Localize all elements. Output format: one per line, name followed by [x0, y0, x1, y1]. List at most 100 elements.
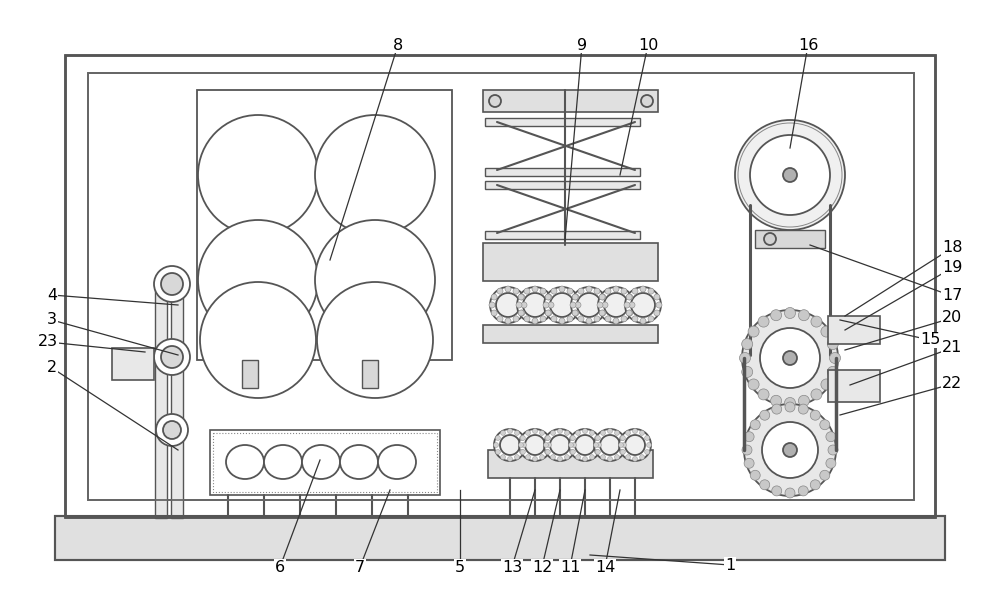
Text: 2: 2	[47, 361, 57, 375]
Circle shape	[798, 486, 808, 496]
Circle shape	[545, 310, 551, 316]
Circle shape	[750, 470, 760, 480]
Circle shape	[828, 445, 838, 455]
Circle shape	[640, 431, 644, 435]
Bar	[88, 73, 914, 500]
Circle shape	[826, 458, 836, 468]
Circle shape	[559, 286, 565, 292]
Circle shape	[620, 435, 625, 441]
Circle shape	[551, 316, 557, 322]
Text: 13: 13	[502, 560, 522, 575]
Circle shape	[624, 302, 630, 308]
Ellipse shape	[302, 445, 340, 479]
Circle shape	[200, 282, 316, 398]
Circle shape	[570, 302, 576, 308]
Circle shape	[513, 288, 519, 294]
Text: 22: 22	[942, 377, 962, 391]
Circle shape	[735, 120, 845, 230]
Circle shape	[810, 480, 820, 490]
Circle shape	[156, 414, 188, 446]
Circle shape	[590, 455, 594, 460]
Ellipse shape	[226, 445, 264, 479]
Text: 7: 7	[355, 560, 365, 575]
Circle shape	[784, 308, 796, 318]
Circle shape	[575, 435, 595, 455]
Circle shape	[625, 287, 661, 323]
Circle shape	[631, 293, 655, 317]
Circle shape	[748, 326, 759, 337]
Circle shape	[632, 288, 638, 294]
Circle shape	[594, 288, 600, 294]
Bar	[65, 55, 935, 517]
Circle shape	[641, 95, 653, 107]
Text: 3: 3	[47, 313, 57, 327]
Circle shape	[576, 431, 580, 435]
Bar	[88, 73, 914, 500]
Circle shape	[783, 443, 797, 457]
Circle shape	[614, 431, 620, 435]
Text: 12: 12	[532, 560, 552, 575]
Circle shape	[798, 404, 808, 414]
Circle shape	[785, 488, 795, 498]
Circle shape	[600, 455, 606, 460]
Circle shape	[559, 318, 565, 324]
Circle shape	[497, 288, 503, 294]
Circle shape	[784, 397, 796, 409]
Ellipse shape	[340, 445, 378, 479]
Circle shape	[544, 287, 580, 323]
Circle shape	[597, 302, 603, 308]
Circle shape	[595, 435, 600, 441]
Ellipse shape	[264, 445, 302, 479]
Circle shape	[742, 366, 753, 377]
Circle shape	[546, 294, 552, 300]
Circle shape	[489, 302, 495, 308]
Circle shape	[544, 442, 548, 448]
Circle shape	[646, 442, 652, 448]
Circle shape	[198, 220, 318, 340]
Circle shape	[520, 449, 525, 454]
Circle shape	[545, 449, 550, 454]
Circle shape	[633, 429, 638, 433]
Circle shape	[820, 420, 830, 430]
Text: 10: 10	[638, 37, 658, 53]
Circle shape	[564, 455, 570, 460]
Circle shape	[602, 302, 608, 308]
Circle shape	[578, 316, 584, 322]
Bar	[485, 231, 640, 239]
Circle shape	[744, 458, 754, 468]
Circle shape	[820, 470, 830, 480]
Text: 23: 23	[38, 334, 58, 349]
Circle shape	[811, 316, 822, 327]
Circle shape	[570, 435, 575, 441]
Circle shape	[645, 449, 650, 454]
Circle shape	[626, 310, 632, 316]
Circle shape	[569, 429, 601, 461]
Circle shape	[764, 233, 776, 245]
Circle shape	[783, 351, 797, 365]
Circle shape	[543, 302, 549, 308]
Circle shape	[629, 302, 635, 308]
Circle shape	[648, 288, 654, 294]
Text: 14: 14	[595, 560, 615, 575]
Circle shape	[599, 294, 605, 300]
Circle shape	[501, 455, 506, 460]
Circle shape	[514, 455, 520, 460]
Circle shape	[489, 95, 501, 107]
Circle shape	[598, 287, 634, 323]
Circle shape	[546, 442, 552, 448]
Circle shape	[604, 293, 628, 317]
Bar	[828, 370, 880, 402]
Circle shape	[315, 220, 435, 340]
Circle shape	[317, 282, 433, 398]
Circle shape	[771, 310, 782, 321]
Circle shape	[744, 404, 836, 496]
Bar	[55, 516, 945, 560]
Bar	[828, 316, 880, 344]
Circle shape	[161, 346, 183, 368]
Circle shape	[594, 442, 598, 448]
Circle shape	[519, 294, 525, 300]
Circle shape	[505, 286, 511, 292]
Circle shape	[622, 442, 626, 448]
Circle shape	[640, 318, 646, 324]
Circle shape	[558, 429, 562, 433]
